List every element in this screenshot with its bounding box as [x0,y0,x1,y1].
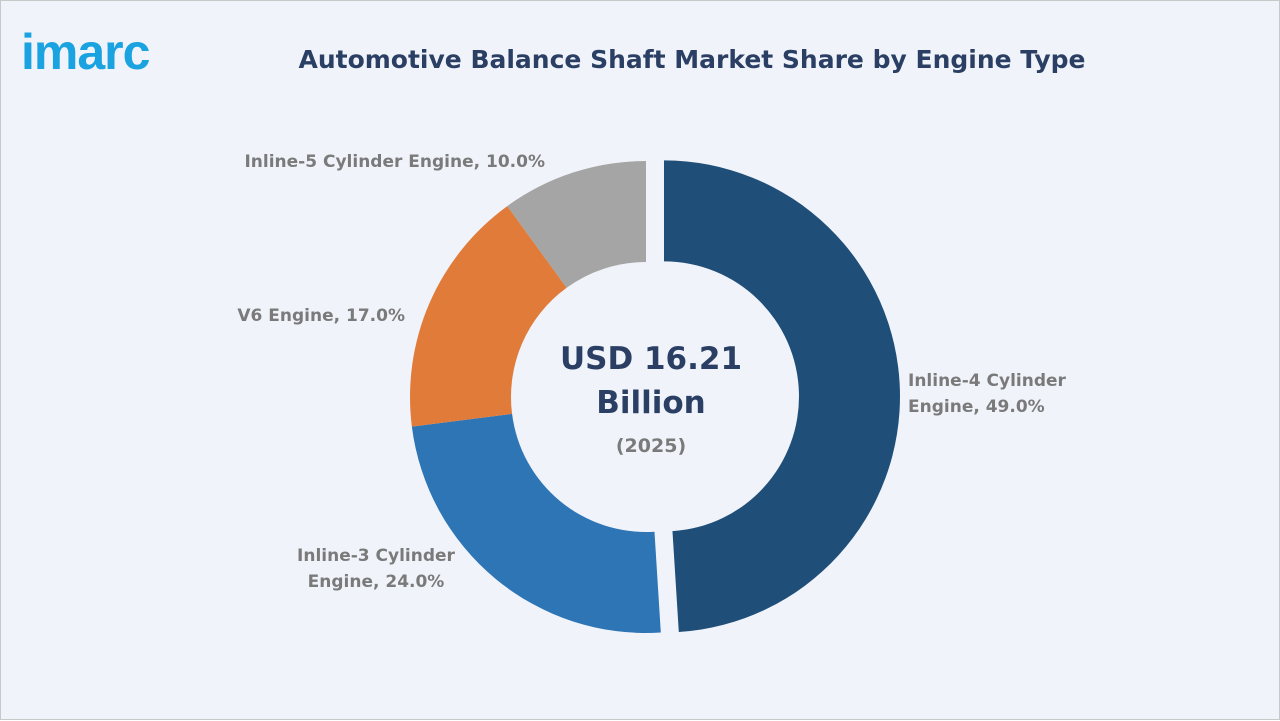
donut-slice [411,413,661,633]
slice-label: Inline-4 Cylinder Engine, 49.0% [908,371,1066,417]
slice-label: Inline-5 Cylinder Engine, 10.0% [244,152,545,172]
donut-slice [663,160,900,632]
center-label: USD 16.21 Billion [559,341,743,421]
slice-label: V6 Engine, 17.0% [237,306,405,326]
chart-title: Automotive Balance Shaft Market Share by… [298,45,1086,74]
donut-slice [410,206,567,427]
center-sublabel: (2025) [615,435,687,457]
logo: imarc [21,24,150,80]
center-text: USD 16.21 Billion (2025) [546,337,756,457]
slice-label: Inline-3 Cylinder Engine, 24.0% [297,546,455,592]
donut-slice [507,161,646,288]
